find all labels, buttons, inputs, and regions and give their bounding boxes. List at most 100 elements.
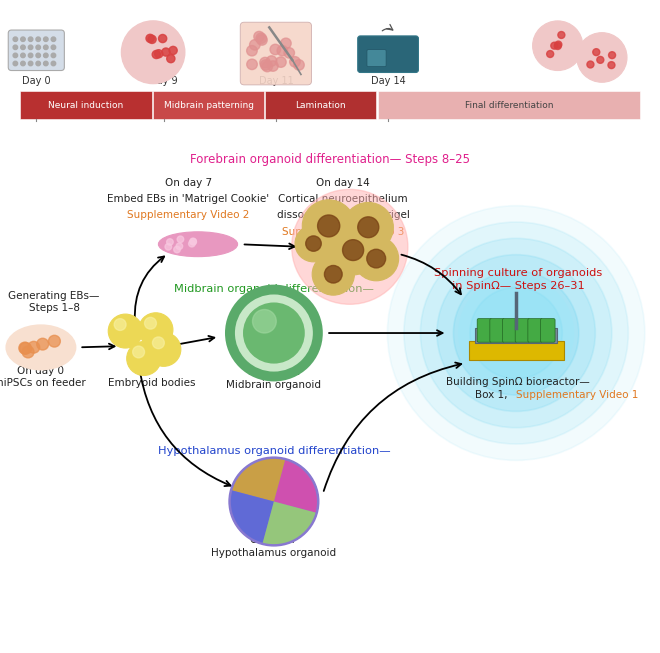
Circle shape [420,238,612,428]
Text: On day 14: On day 14 [247,367,301,377]
Wedge shape [231,490,274,543]
Circle shape [608,61,615,69]
Circle shape [44,45,48,50]
Circle shape [13,53,18,57]
FancyBboxPatch shape [502,319,517,342]
Circle shape [20,61,25,66]
Text: Building SpinΩ bioreactor—: Building SpinΩ bioreactor— [446,377,590,387]
Circle shape [167,55,175,63]
Circle shape [558,31,565,39]
Text: Box 3: Box 3 [258,458,290,469]
Circle shape [317,215,340,237]
Circle shape [148,35,156,44]
Circle shape [44,61,48,66]
Circle shape [358,217,379,238]
Text: Generating EBs—: Generating EBs— [9,291,100,301]
Circle shape [22,346,34,358]
Circle shape [404,222,628,444]
Circle shape [284,48,294,58]
Circle shape [343,202,393,252]
FancyBboxPatch shape [378,91,640,119]
Circle shape [20,45,25,50]
Circle shape [169,46,178,54]
Text: Embryoid bodies: Embryoid bodies [108,378,195,389]
Text: Supplementary Video 3: Supplementary Video 3 [282,227,405,236]
Circle shape [133,346,145,358]
Circle shape [367,249,385,268]
Circle shape [257,35,267,45]
Circle shape [247,59,257,70]
FancyBboxPatch shape [265,91,376,119]
Circle shape [437,255,595,411]
Circle shape [20,53,25,57]
Circle shape [28,342,40,353]
Circle shape [256,33,267,44]
Text: Neural induction: Neural induction [48,101,123,110]
Text: Spinning culture of organoids: Spinning culture of organoids [434,268,602,278]
Circle shape [13,37,18,41]
Text: Midbrain organoid: Midbrain organoid [226,380,321,390]
Circle shape [354,236,399,281]
Circle shape [290,57,300,67]
Circle shape [19,342,31,354]
Circle shape [343,240,364,261]
Circle shape [551,42,558,49]
Circle shape [312,253,354,295]
Circle shape [37,338,49,350]
Circle shape [587,61,594,68]
Circle shape [277,46,288,56]
FancyBboxPatch shape [240,22,312,85]
Circle shape [44,53,48,57]
Wedge shape [232,459,285,502]
Circle shape [270,44,280,55]
FancyBboxPatch shape [541,319,555,342]
FancyBboxPatch shape [515,319,530,342]
Circle shape [260,57,271,68]
Wedge shape [263,502,315,544]
Circle shape [44,37,48,41]
Circle shape [28,45,33,50]
FancyBboxPatch shape [358,36,418,72]
Circle shape [51,37,55,41]
Circle shape [162,48,170,56]
Circle shape [597,56,604,63]
Circle shape [458,276,574,390]
Circle shape [177,236,183,242]
Circle shape [28,61,33,66]
Circle shape [36,53,40,57]
Circle shape [147,332,181,366]
Circle shape [453,271,579,395]
Text: Box 2: Box 2 [258,296,290,307]
Circle shape [302,200,355,252]
Circle shape [294,59,304,70]
Text: Steps 1–8: Steps 1–8 [28,303,80,313]
Text: Day 11: Day 11 [259,76,293,86]
Circle shape [121,21,185,84]
Circle shape [387,206,645,460]
Text: Day 0: Day 0 [22,76,51,86]
Circle shape [13,45,18,50]
Text: On day 0: On day 0 [17,366,65,376]
Text: Day 14: Day 14 [371,76,405,86]
Circle shape [247,46,257,56]
Circle shape [174,246,180,253]
Circle shape [51,45,55,50]
Circle shape [261,59,271,70]
Text: On day 7: On day 7 [250,535,298,545]
Circle shape [555,41,562,48]
Circle shape [154,50,163,58]
Ellipse shape [7,325,75,370]
Wedge shape [274,460,317,513]
Ellipse shape [158,232,238,257]
FancyBboxPatch shape [20,91,152,119]
Circle shape [609,52,616,59]
Text: dissociated from Matrigel: dissociated from Matrigel [277,210,410,220]
Circle shape [20,37,25,41]
Text: hiPSCs on feeder: hiPSCs on feeder [0,378,85,389]
Circle shape [189,240,195,247]
Text: Hypothalamus organoid: Hypothalamus organoid [211,548,337,558]
Circle shape [229,457,319,546]
Text: Cortical neuroepithelium: Cortical neuroepithelium [279,194,408,204]
FancyBboxPatch shape [367,50,386,67]
Circle shape [254,31,265,42]
